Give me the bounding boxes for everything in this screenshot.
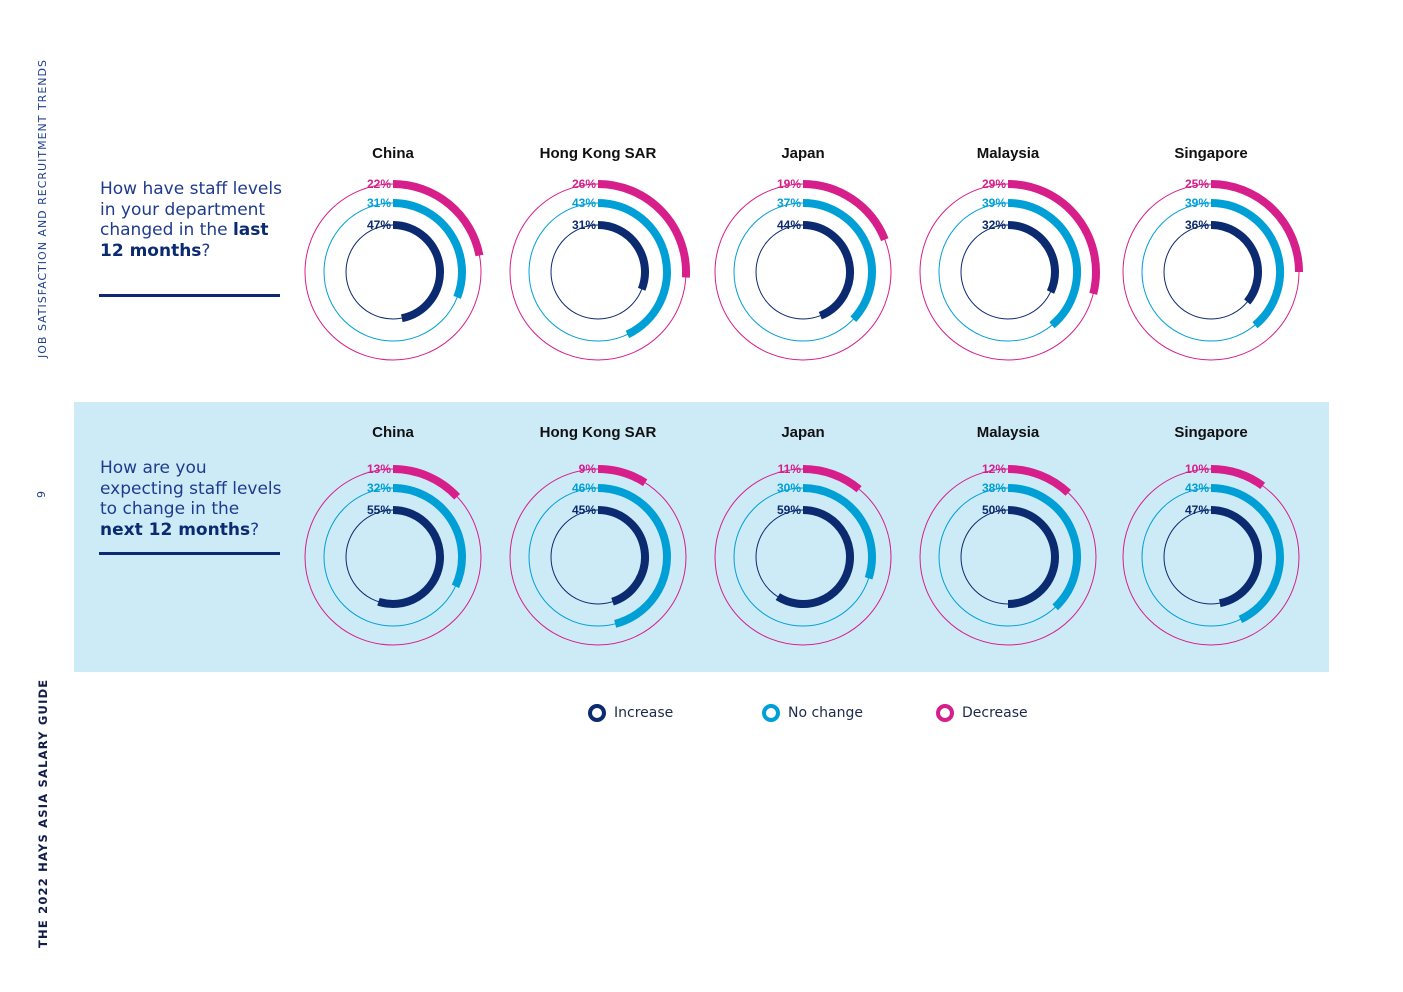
category-label: Japan (781, 424, 824, 441)
data-label: 22% (367, 177, 391, 191)
legend-item-no-change: No change (762, 704, 863, 722)
ring-track (919, 468, 1097, 646)
category-label: China (372, 145, 414, 162)
data-label: 37% (777, 196, 801, 210)
question-mark: ? (201, 240, 211, 261)
legend-label: No change (788, 705, 864, 721)
category-label: China (372, 424, 414, 441)
data-label: 13% (367, 462, 391, 476)
data-arc (1210, 180, 1303, 273)
forecast-band (74, 402, 1329, 672)
data-arc (597, 506, 649, 606)
legend-dot-icon (936, 704, 954, 722)
data-arc (1210, 465, 1266, 490)
data-label: 39% (982, 196, 1006, 210)
data-arc (1210, 221, 1262, 305)
data-arc (597, 221, 649, 291)
data-label: 46% (572, 481, 596, 495)
data-label: 44% (777, 218, 801, 232)
data-arc (1210, 506, 1262, 608)
ring-track (714, 468, 892, 646)
legend-dot-icon (588, 704, 606, 722)
data-arc (392, 484, 466, 589)
legend-item-decrease: Decrease (936, 704, 1028, 722)
data-arc (1007, 484, 1081, 611)
data-arc (1007, 199, 1081, 329)
data-label: 9% (579, 462, 597, 476)
data-label: 31% (367, 196, 391, 210)
data-label: 45% (572, 503, 596, 517)
data-label: 11% (778, 462, 802, 476)
data-label: 43% (1185, 481, 1209, 495)
data-label: 19% (777, 177, 801, 191)
data-arc (597, 180, 690, 278)
data-label: 39% (1185, 196, 1209, 210)
category-label: Malaysia (977, 145, 1040, 162)
data-arc (1007, 221, 1059, 294)
question-underline (99, 294, 280, 297)
data-label: 10% (1185, 462, 1209, 476)
data-label: 32% (367, 481, 391, 495)
data-arc (392, 221, 444, 323)
data-arc (597, 465, 648, 487)
question-next-12-months: How are you expecting staff levels to ch… (100, 458, 285, 540)
data-arc (802, 199, 876, 322)
data-arc (1007, 465, 1071, 496)
data-arc (1007, 180, 1100, 295)
data-label: 47% (367, 218, 391, 232)
data-arc (1210, 199, 1284, 329)
question-emphasis: last 12 months (100, 220, 269, 261)
data-label: 25% (1185, 177, 1209, 191)
data-arc (1007, 506, 1059, 608)
category-label: Hong Kong SAR (540, 424, 657, 441)
data-label: 50% (982, 503, 1006, 517)
question-text: How are you expecting staff levels to ch… (100, 458, 282, 519)
data-arc (775, 506, 854, 608)
data-label: 29% (982, 177, 1006, 191)
legend-label: Decrease (962, 705, 1028, 721)
data-arc (597, 484, 671, 628)
data-label: 55% (367, 503, 391, 517)
data-label: 32% (982, 218, 1006, 232)
question-last-12-months: How have staff levels in your department… (100, 179, 285, 261)
data-arc (392, 199, 466, 299)
legend-dot-icon (762, 704, 780, 722)
legend-label: Increase (614, 705, 674, 721)
question-emphasis: next 12 months (100, 519, 251, 540)
category-label: Singapore (1174, 145, 1247, 162)
question-mark: ? (250, 519, 260, 540)
data-arc (802, 484, 876, 580)
data-arc (802, 180, 889, 242)
data-label: 30% (777, 481, 801, 495)
data-label: 43% (572, 196, 596, 210)
data-arc (392, 180, 484, 257)
data-arc (802, 221, 854, 320)
category-label: Japan (781, 145, 824, 162)
question-text: How have staff levels in your department… (100, 179, 282, 240)
category-label: Hong Kong SAR (540, 145, 657, 162)
category-label: Singapore (1174, 424, 1247, 441)
data-arc (597, 199, 671, 339)
data-arc (377, 506, 444, 608)
data-label: 31% (572, 218, 596, 232)
data-arc (392, 465, 461, 500)
data-arc (1210, 484, 1284, 624)
question-underline (99, 552, 280, 555)
category-label: Malaysia (977, 424, 1040, 441)
ring-track (1122, 468, 1300, 646)
ring-track (509, 468, 687, 646)
data-label: 38% (982, 481, 1006, 495)
data-label: 26% (572, 177, 596, 191)
data-label: 59% (777, 503, 801, 517)
data-arc (802, 465, 862, 493)
data-label: 47% (1185, 503, 1209, 517)
legend-item-increase: Increase (588, 704, 673, 722)
data-label: 12% (982, 462, 1006, 476)
data-label: 36% (1185, 218, 1209, 232)
